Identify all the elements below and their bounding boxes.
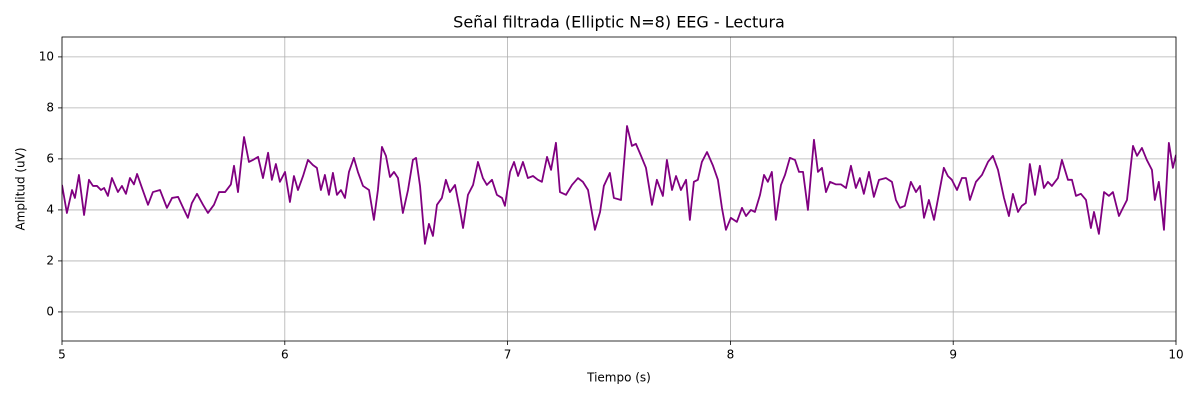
signal-line <box>62 125 1176 245</box>
x-tick-label: 5 <box>58 348 66 362</box>
y-tick-label: 10 <box>39 49 54 63</box>
y-tick-label: 0 <box>46 304 54 318</box>
y-tick-label: 6 <box>46 151 54 165</box>
x-tick-label: 7 <box>504 348 512 362</box>
y-axis-label: Amplitud (uV) <box>14 147 28 230</box>
x-tick-label: 9 <box>949 348 957 362</box>
plot-frame <box>61 36 1177 342</box>
x-axis-label: Tiempo (s) <box>586 371 651 385</box>
y-tick-label: 8 <box>46 100 54 114</box>
y-tick-label: 2 <box>46 253 54 267</box>
x-tick-label: 10 <box>1168 348 1183 362</box>
y-tick-label: 4 <box>46 202 54 216</box>
x-tick-label: 6 <box>281 348 289 362</box>
x-tick-label: 8 <box>727 348 735 362</box>
chart-title: Señal filtrada (Elliptic N=8) EEG - Lect… <box>453 13 785 32</box>
